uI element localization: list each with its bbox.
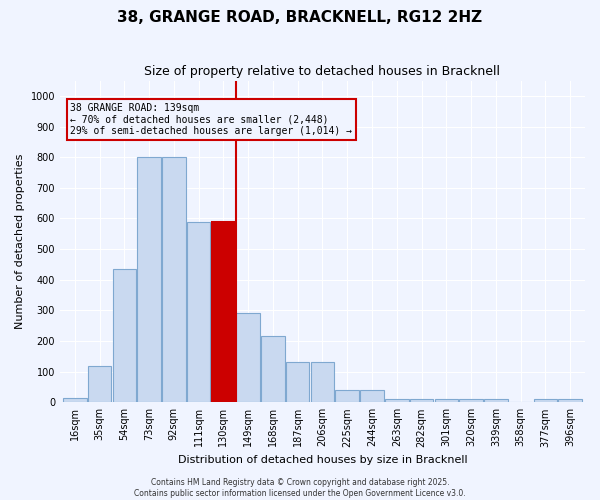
Bar	[533, 399, 557, 402]
Title: Size of property relative to detached houses in Bracknell: Size of property relative to detached ho…	[145, 65, 500, 78]
Bar	[162, 157, 185, 402]
Bar	[484, 399, 508, 402]
Bar	[360, 390, 384, 402]
Bar	[137, 157, 161, 402]
Bar	[88, 366, 112, 403]
Bar	[385, 399, 409, 402]
Bar	[261, 336, 284, 402]
Bar	[460, 399, 483, 402]
Bar	[212, 222, 235, 402]
Bar	[63, 398, 86, 402]
Text: 38, GRANGE ROAD, BRACKNELL, RG12 2HZ: 38, GRANGE ROAD, BRACKNELL, RG12 2HZ	[118, 10, 482, 25]
Text: 38 GRANGE ROAD: 139sqm
← 70% of detached houses are smaller (2,448)
29% of semi-: 38 GRANGE ROAD: 139sqm ← 70% of detached…	[70, 103, 352, 136]
Bar	[286, 362, 310, 403]
Y-axis label: Number of detached properties: Number of detached properties	[15, 154, 25, 329]
Text: Contains HM Land Registry data © Crown copyright and database right 2025.
Contai: Contains HM Land Registry data © Crown c…	[134, 478, 466, 498]
Bar	[187, 222, 211, 402]
X-axis label: Distribution of detached houses by size in Bracknell: Distribution of detached houses by size …	[178, 455, 467, 465]
Bar	[335, 390, 359, 402]
Bar	[311, 362, 334, 403]
Bar	[113, 269, 136, 402]
Bar	[434, 399, 458, 402]
Bar	[236, 314, 260, 402]
Bar	[559, 399, 582, 402]
Bar	[410, 399, 433, 402]
